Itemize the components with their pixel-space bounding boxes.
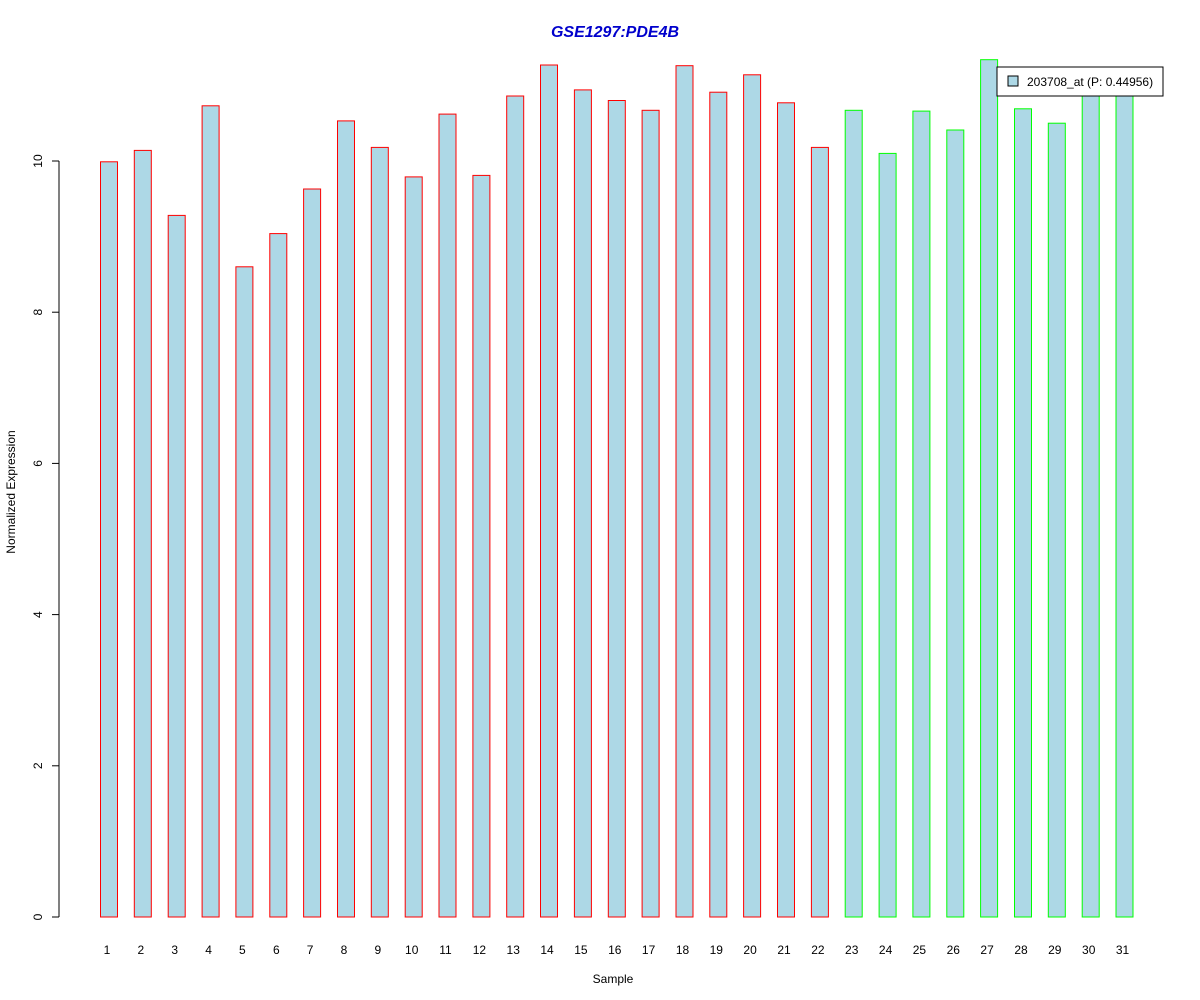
- x-tick-label: 26: [947, 943, 961, 957]
- y-axis-label: Normalized Expression: [4, 430, 18, 553]
- y-tick-label: 8: [31, 309, 45, 316]
- bar-sample-18: [675, 65, 694, 918]
- x-tick-label: 25: [913, 943, 927, 957]
- bar-sample-14: [540, 64, 558, 918]
- x-tick-label: 27: [980, 943, 994, 957]
- x-tick-label: 18: [676, 943, 690, 957]
- bar-sample-7: [303, 188, 322, 918]
- y-tick-label: 10: [31, 154, 45, 168]
- bar-sample-22: [810, 146, 829, 918]
- x-tick-label: 8: [341, 943, 348, 957]
- bar-sample-1: [100, 161, 118, 918]
- x-tick-label: 3: [171, 943, 178, 957]
- x-tick-label: 13: [507, 943, 521, 957]
- x-tick-label: 11: [439, 943, 452, 957]
- x-tick-label: 23: [845, 943, 859, 957]
- bar-sample-10: [404, 176, 423, 918]
- x-tick-label: 4: [205, 943, 212, 957]
- bar-sample-31: [1115, 88, 1134, 918]
- x-tick-label: 1: [104, 943, 111, 957]
- bar-sample-20: [743, 74, 762, 918]
- x-tick-label: 7: [307, 943, 314, 957]
- bar-sample-17: [641, 109, 660, 918]
- bar-sample-4: [201, 105, 220, 918]
- x-tick-label: 15: [574, 943, 588, 957]
- x-tick-label: 21: [777, 943, 791, 957]
- bar-sample-13: [506, 95, 525, 918]
- x-tick-label: 24: [879, 943, 893, 957]
- x-tick-label: 5: [239, 943, 246, 957]
- bar-sample-2: [133, 149, 152, 918]
- bar-sample-23: [844, 109, 863, 918]
- y-axis: 0 2 4 6 8 10: [31, 154, 60, 920]
- x-tick-label: 28: [1014, 943, 1028, 957]
- x-tick-label: 14: [540, 943, 554, 957]
- bar-sample-8: [337, 120, 355, 918]
- legend-swatch: [1007, 75, 1019, 87]
- x-tick-label: 10: [405, 943, 419, 957]
- bar-sample-24: [878, 152, 897, 918]
- x-tick-label: 29: [1048, 943, 1062, 957]
- bar-sample-28: [1014, 108, 1032, 918]
- bar-sample-15: [573, 89, 592, 918]
- legend-entry-label: 203708_at (P: 0.44956): [1027, 75, 1153, 89]
- bar-sample-11: [438, 113, 457, 918]
- legend-box: [996, 66, 1164, 97]
- y-tick-label: 0: [31, 913, 45, 920]
- bar-sample-19: [709, 91, 728, 918]
- y-tick-label: 4: [31, 611, 45, 618]
- x-tick-label: 17: [642, 943, 656, 957]
- bar-sample-30: [1081, 93, 1100, 918]
- x-tick-label: 6: [273, 943, 280, 957]
- bar-sample-6: [269, 233, 288, 918]
- bars-group: [100, 59, 1134, 918]
- x-tick-label: 9: [374, 943, 381, 957]
- x-tick-labels: 1 2 3 4 5 6 7 8 9 10 11 12 13 14 15 16 17 18 19 20 21 22 23 24 2…: [104, 943, 1130, 957]
- chart-title: GSE1297:PDE4B: [551, 24, 679, 41]
- x-tick-label: 22: [811, 943, 825, 957]
- x-tick-label: 31: [1116, 943, 1130, 957]
- y-tick-label: 2: [31, 762, 45, 769]
- x-tick-label: 19: [710, 943, 724, 957]
- bar-sample-5: [235, 266, 254, 918]
- x-tick-label: 20: [743, 943, 757, 957]
- bar-sample-21: [777, 102, 795, 918]
- bar-sample-16: [607, 100, 626, 918]
- bar-sample-9: [370, 146, 389, 918]
- bar-sample-25: [912, 110, 931, 918]
- x-tick-label: 2: [137, 943, 144, 957]
- bar-sample-29: [1047, 122, 1066, 918]
- x-tick-label: 16: [608, 943, 622, 957]
- bar-sample-27: [980, 59, 999, 918]
- legend: 203708_at (P: 0.44956): [996, 66, 1164, 97]
- bar-sample-26: [946, 129, 965, 918]
- bar-sample-12: [472, 174, 491, 918]
- y-tick-label: 6: [31, 460, 45, 467]
- bar-sample-3: [167, 214, 186, 918]
- x-tick-label: 12: [473, 943, 487, 957]
- x-tick-label: 30: [1082, 943, 1096, 957]
- x-axis-label: Sample: [593, 972, 634, 986]
